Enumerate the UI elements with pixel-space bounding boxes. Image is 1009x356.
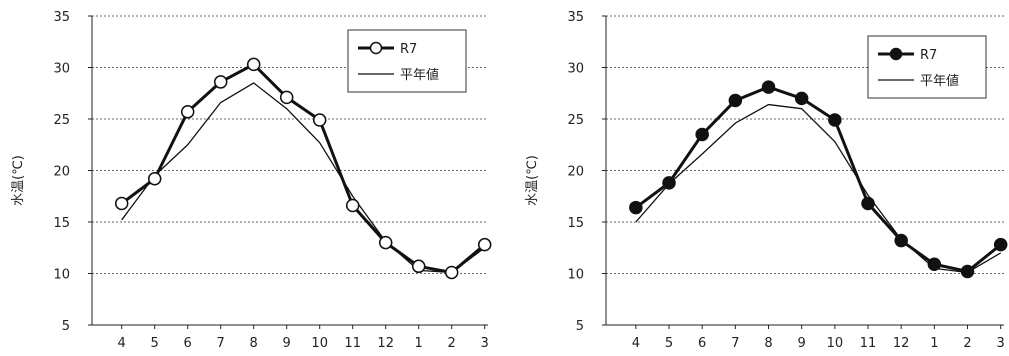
data-point <box>993 237 1008 252</box>
y-tick-label: 15 <box>53 216 70 231</box>
data-point <box>894 233 908 248</box>
legend-box <box>867 35 987 99</box>
data-point <box>927 257 942 271</box>
data-point <box>180 105 195 119</box>
x-tick-label: 1 <box>930 336 938 351</box>
data-point <box>960 264 975 279</box>
legend-marker <box>889 47 903 61</box>
y-tick-label: 20 <box>53 165 70 180</box>
x-tick-label: 2 <box>448 336 456 351</box>
legend: R7 平年値 <box>867 35 987 99</box>
data-point <box>861 196 875 211</box>
data-point <box>114 196 129 211</box>
x-tick-label: 8 <box>250 336 258 351</box>
data-point <box>213 75 228 89</box>
data-point <box>794 91 809 106</box>
x-tick-label: 5 <box>151 336 159 351</box>
x-tick-label: 4 <box>118 336 126 351</box>
legend-label: R7 <box>400 42 417 57</box>
y-tick-label: 35 <box>53 10 70 25</box>
y-tick-label: 5 <box>576 319 584 334</box>
x-tick-label: 4 <box>632 336 640 351</box>
legend: R7 平年値 <box>347 29 467 93</box>
data-point <box>246 57 261 72</box>
x-tick-label: 2 <box>963 336 971 351</box>
y-axis-label: 水温(℃) <box>11 155 26 206</box>
data-point <box>444 265 459 280</box>
x-tick-label: 7 <box>731 336 739 351</box>
series-line-r7 <box>634 85 1002 273</box>
series-line-normal <box>121 82 486 274</box>
data-point <box>147 171 162 186</box>
y-tick-label: 15 <box>567 216 584 231</box>
y-tick-label: 10 <box>53 268 70 283</box>
y-tick-label: 10 <box>567 268 584 283</box>
x-tick-label: 6 <box>698 336 706 351</box>
x-tick-label: 11 <box>860 336 877 351</box>
x-tick-label: 11 <box>344 336 361 351</box>
data-point <box>411 259 426 274</box>
x-tick-label: 10 <box>311 336 328 351</box>
x-tick-label: 12 <box>893 336 910 351</box>
x-tick-label: 1 <box>415 336 423 351</box>
x-tick-label: 10 <box>827 336 844 351</box>
data-point <box>662 176 676 190</box>
data-point <box>345 198 360 213</box>
y-tick-label: 20 <box>567 165 584 180</box>
y-tick-label: 25 <box>53 113 70 128</box>
y-tick-label: 35 <box>567 10 584 25</box>
x-tick-label: 6 <box>184 336 192 351</box>
legend-box <box>347 29 467 93</box>
y-tick-label: 5 <box>62 319 70 334</box>
data-point <box>728 93 743 108</box>
legend-label: R7 <box>920 48 937 63</box>
x-tick-label: 12 <box>377 336 394 351</box>
data-point <box>312 113 327 127</box>
x-tick-label: 8 <box>764 336 772 351</box>
y-tick-label: 30 <box>567 62 584 77</box>
data-point <box>695 127 709 142</box>
series-line-r7 <box>120 62 486 274</box>
y-axis-label: 水温(℃) <box>525 155 540 206</box>
x-tick-label: 9 <box>798 336 806 351</box>
x-tick-label: 3 <box>997 336 1005 351</box>
x-tick-label: 7 <box>217 336 225 351</box>
data-point <box>828 113 842 127</box>
y-tick-label: 30 <box>53 62 70 77</box>
series-line-normal <box>635 103 1002 274</box>
data-point <box>761 80 776 94</box>
data-point <box>279 90 294 105</box>
x-tick-label: 5 <box>665 336 673 351</box>
x-tick-label: 3 <box>481 336 489 351</box>
legend-label: 平年値 <box>400 67 439 83</box>
legend-label: 平年値 <box>920 73 959 89</box>
y-tick-label: 25 <box>567 113 584 128</box>
data-point <box>477 237 492 252</box>
data-point <box>629 200 643 215</box>
data-point <box>378 235 393 250</box>
legend-marker <box>369 41 383 55</box>
x-tick-label: 9 <box>283 336 291 351</box>
